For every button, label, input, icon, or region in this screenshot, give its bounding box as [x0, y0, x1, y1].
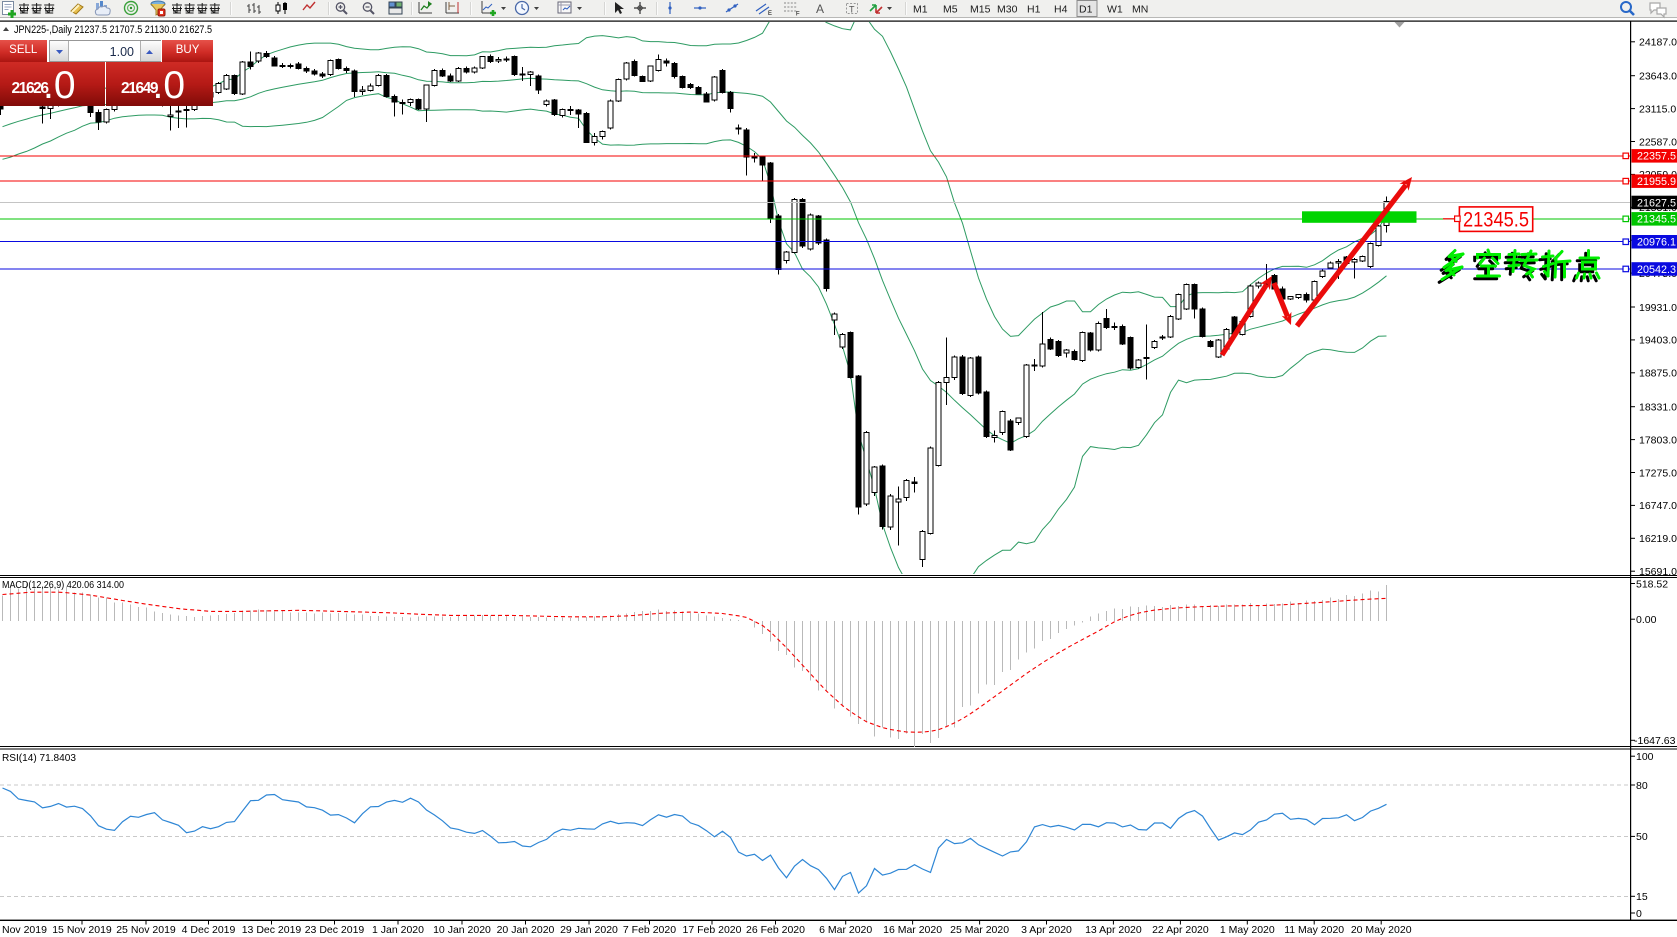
- svg-text:7 Feb 2020: 7 Feb 2020: [623, 924, 676, 936]
- svg-text:E: E: [768, 11, 772, 17]
- svg-text:24187.0: 24187.0: [1639, 37, 1677, 49]
- svg-text:RSI(14) 71.8403: RSI(14) 71.8403: [2, 753, 76, 764]
- svg-text:22357.5: 22357.5: [1637, 151, 1676, 163]
- svg-text:13 Dec 2019: 13 Dec 2019: [242, 924, 302, 936]
- svg-text:19931.0: 19931.0: [1639, 302, 1677, 314]
- svg-text:17803.0: 17803.0: [1639, 434, 1677, 446]
- svg-text:16219.0: 16219.0: [1639, 533, 1677, 545]
- svg-text:21955.9: 21955.9: [1637, 176, 1676, 188]
- svg-text:M30: M30: [997, 4, 1018, 16]
- svg-text:M15: M15: [970, 4, 991, 16]
- svg-text:26 Feb 2020: 26 Feb 2020: [746, 924, 805, 936]
- svg-text:100: 100: [1636, 751, 1654, 763]
- svg-text:MACD(12,26,9) 420.06 314.00: MACD(12,26,9) 420.06 314.00: [2, 580, 124, 591]
- svg-text:-1647.63: -1647.63: [1634, 735, 1676, 747]
- svg-text:20 May 2020: 20 May 2020: [1351, 924, 1412, 936]
- svg-text:23115.0: 23115.0: [1639, 103, 1676, 115]
- svg-text:Nov 2019: Nov 2019: [2, 924, 47, 936]
- svg-text:19403.0: 19403.0: [1639, 335, 1677, 347]
- svg-text:D1: D1: [1079, 4, 1093, 16]
- svg-text:0: 0: [1636, 908, 1642, 920]
- svg-text:H4: H4: [1054, 4, 1068, 16]
- svg-text:29 Jan 2020: 29 Jan 2020: [560, 924, 618, 936]
- svg-text:22 Apr 2020: 22 Apr 2020: [1152, 924, 1209, 936]
- svg-text:4 Dec 2019: 4 Dec 2019: [182, 924, 236, 936]
- svg-text:F: F: [796, 12, 800, 18]
- svg-text:21345.5: 21345.5: [1637, 214, 1676, 226]
- svg-text:18331.0: 18331.0: [1639, 402, 1677, 414]
- svg-text:20976.1: 20976.1: [1637, 237, 1676, 249]
- svg-text:23 Dec 2019: 23 Dec 2019: [305, 924, 365, 936]
- svg-text:25 Nov 2019: 25 Nov 2019: [116, 924, 176, 936]
- svg-text:22587.0: 22587.0: [1639, 136, 1677, 148]
- svg-text:518.52: 518.52: [1636, 578, 1668, 590]
- svg-text:20 Jan 2020: 20 Jan 2020: [497, 924, 555, 936]
- svg-text:M1: M1: [913, 4, 928, 16]
- svg-text:25 Mar 2020: 25 Mar 2020: [950, 924, 1009, 936]
- svg-text:21627.5: 21627.5: [1637, 197, 1676, 209]
- svg-text:6 Mar 2020: 6 Mar 2020: [819, 924, 872, 936]
- svg-text:1 Jan 2020: 1 Jan 2020: [372, 924, 424, 936]
- svg-text:15691.0: 15691.0: [1639, 566, 1677, 578]
- svg-text:17 Feb 2020: 17 Feb 2020: [683, 924, 742, 936]
- svg-text:13 Apr 2020: 13 Apr 2020: [1085, 924, 1142, 936]
- svg-text:10 Jan 2020: 10 Jan 2020: [433, 924, 491, 936]
- svg-text:W1: W1: [1107, 4, 1123, 16]
- svg-text:JPN225-,Daily 21237.5 21707.5: JPN225-,Daily 21237.5 21707.5 21130.0 21…: [14, 24, 212, 36]
- svg-text:11 May 2020: 11 May 2020: [1284, 924, 1344, 936]
- svg-text:16747.0: 16747.0: [1639, 500, 1677, 512]
- svg-text:18875.0: 18875.0: [1639, 368, 1677, 380]
- svg-text:23643.0: 23643.0: [1639, 71, 1677, 83]
- svg-text:16 Mar 2020: 16 Mar 2020: [883, 924, 942, 936]
- svg-text:50: 50: [1636, 831, 1648, 843]
- svg-text:20542.3: 20542.3: [1637, 264, 1676, 276]
- svg-text:H1: H1: [1027, 4, 1041, 16]
- svg-text:MN: MN: [1132, 4, 1148, 16]
- svg-text:1 May 2020: 1 May 2020: [1220, 924, 1275, 936]
- svg-text:15 Nov 2019: 15 Nov 2019: [52, 924, 112, 936]
- svg-text:17275.0: 17275.0: [1639, 467, 1677, 479]
- svg-text:15: 15: [1636, 891, 1648, 903]
- svg-text:21345.5: 21345.5: [1463, 209, 1529, 232]
- svg-text:M5: M5: [943, 4, 958, 16]
- svg-text:0.00: 0.00: [1636, 614, 1657, 626]
- svg-text:80: 80: [1636, 780, 1648, 792]
- svg-text:3 Apr 2020: 3 Apr 2020: [1021, 924, 1072, 936]
- svg-text:A: A: [816, 2, 824, 16]
- svg-text:T: T: [849, 5, 855, 15]
